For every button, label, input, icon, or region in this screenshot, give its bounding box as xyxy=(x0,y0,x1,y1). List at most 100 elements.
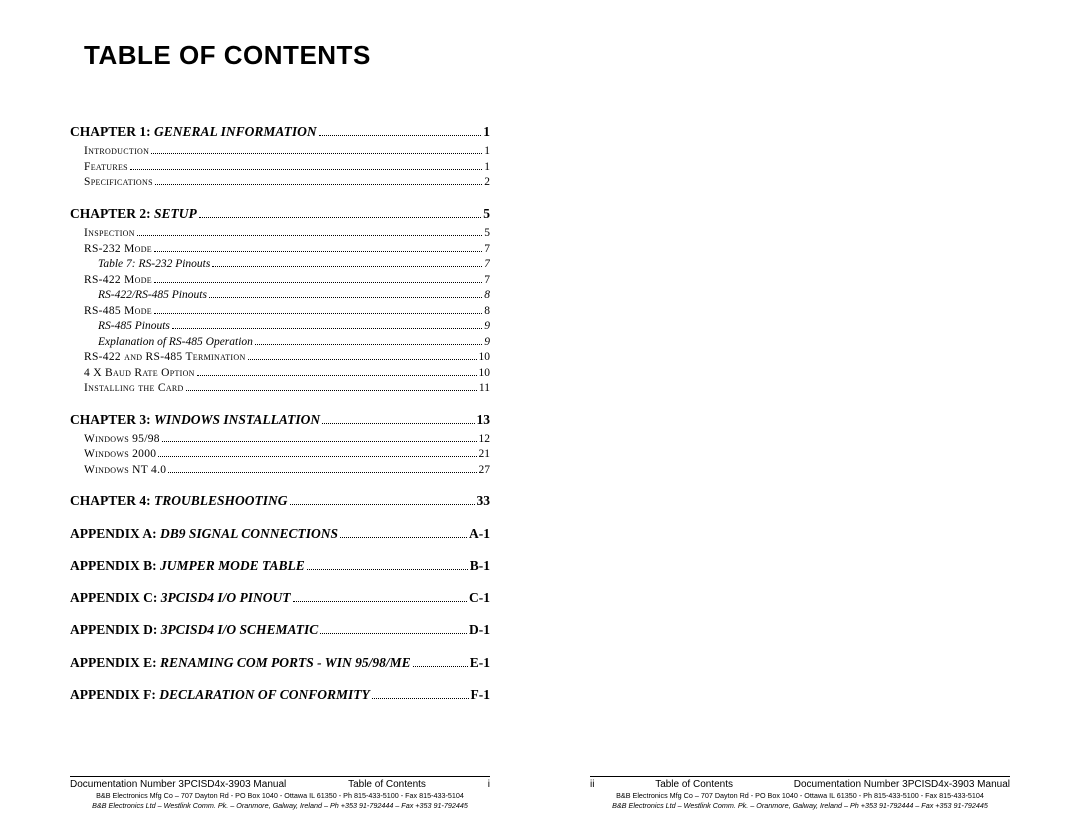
toc-entry: RS-422 and RS-485 Termination10 xyxy=(84,350,490,366)
footer-toc-label: Table of Contents xyxy=(655,779,733,790)
toc-chapter: CHAPTER 1: GENERAL INFORMATION1 xyxy=(70,123,490,141)
leader-dots xyxy=(158,456,476,457)
entry-label: Features xyxy=(84,160,128,176)
chapter-page: 1 xyxy=(483,123,490,141)
entry-page: 9 xyxy=(484,319,490,335)
chapter-page: E-1 xyxy=(470,654,490,672)
toc-entry: 4 X Baud Rate Option 10 xyxy=(84,366,490,382)
entry-page: 5 xyxy=(484,226,490,242)
toc-subentry: RS-422/RS-485 Pinouts 8 xyxy=(98,288,490,304)
table-of-contents: CHAPTER 1: GENERAL INFORMATION1Introduct… xyxy=(70,109,490,707)
chapter-page: B-1 xyxy=(470,557,490,575)
chapter-page: D-1 xyxy=(469,621,490,639)
leader-dots xyxy=(197,375,477,376)
chapter-prefix: APPENDIX C: 3PCISD4 I/O PINOUT xyxy=(70,589,291,607)
entry-label: Explanation of RS-485 Operation xyxy=(98,335,253,351)
entry-label: RS-422/RS-485 Pinouts xyxy=(98,288,207,304)
leader-dots xyxy=(162,441,477,442)
toc-chapter: CHAPTER 4: TROUBLESHOOTING33 xyxy=(70,492,490,510)
leader-dots xyxy=(372,698,469,699)
chapter-prefix: APPENDIX D: 3PCISD4 I/O SCHEMATIC xyxy=(70,621,318,639)
leader-dots xyxy=(212,266,482,267)
entry-page: 8 xyxy=(484,288,490,304)
entry-label: RS-485 Pinouts xyxy=(98,319,170,335)
leader-dots xyxy=(413,666,468,667)
leader-dots xyxy=(320,633,467,634)
toc-entry: Installing the Card 11 xyxy=(84,381,490,397)
leader-dots xyxy=(255,344,482,345)
footer-rule xyxy=(70,776,490,777)
toc-chapter: APPENDIX E: RENAMING COM PORTS - WIN 95/… xyxy=(70,654,490,672)
leader-dots xyxy=(172,328,482,329)
entry-page: 11 xyxy=(479,381,490,397)
chapter-prefix: APPENDIX F: DECLARATION OF CONFORMITY xyxy=(70,686,370,704)
chapter-title: TROUBLESHOOTING xyxy=(154,493,288,508)
toc-chapter: APPENDIX A: DB9 SIGNAL CONNECTIONSA-1 xyxy=(70,525,490,543)
toc-entry: Windows 2000 21 xyxy=(84,447,490,463)
leader-dots xyxy=(168,472,476,473)
leader-dots xyxy=(293,601,467,602)
entry-label: Windows 2000 xyxy=(84,447,156,463)
toc-subentry: Explanation of RS-485 Operation9 xyxy=(98,335,490,351)
page-left: TABLE OF CONTENTS CHAPTER 1: GENERAL INF… xyxy=(0,0,540,834)
chapter-page: 5 xyxy=(483,205,490,223)
entry-label: 4 X Baud Rate Option xyxy=(84,366,195,382)
footer-address-1: B&B Electronics Mfg Co – 707 Dayton Rd -… xyxy=(590,791,1010,800)
entry-label: RS-232 Mode xyxy=(84,242,152,258)
leader-dots xyxy=(199,217,481,218)
footer-left: Documentation Number 3PCISD4x-3903 Manua… xyxy=(0,776,540,810)
chapter-title: WINDOWS INSTALLATION xyxy=(154,412,320,427)
toc-entry: Inspection 5 xyxy=(84,226,490,242)
chapter-title: 3PCISD4 I/O SCHEMATIC xyxy=(161,622,319,637)
chapter-prefix: CHAPTER 4: TROUBLESHOOTING xyxy=(70,492,288,510)
entry-page: 7 xyxy=(484,257,490,273)
leader-dots xyxy=(137,235,482,236)
toc-entry: RS-232 Mode7 xyxy=(84,242,490,258)
footer-doc-number: Documentation Number 3PCISD4x-3903 Manua… xyxy=(794,779,1010,790)
chapter-page: C-1 xyxy=(469,589,490,607)
entry-label: Inspection xyxy=(84,226,135,242)
entry-page: 21 xyxy=(479,447,491,463)
toc-entry: RS-485 Mode8 xyxy=(84,304,490,320)
entry-page: 12 xyxy=(479,432,491,448)
footer-address-2: B&B Electronics Ltd – Westlink Comm. Pk.… xyxy=(70,801,490,810)
entry-page: 1 xyxy=(484,144,490,160)
entry-page: 27 xyxy=(479,463,491,479)
chapter-title: DB9 SIGNAL CONNECTIONS xyxy=(160,526,338,541)
footer-line-1: ii Table of Contents Documentation Numbe… xyxy=(590,779,1010,790)
page-right: ii Table of Contents Documentation Numbe… xyxy=(540,0,1080,834)
entry-label: RS-422 and RS-485 Termination xyxy=(84,350,246,366)
leader-dots xyxy=(322,423,474,424)
entry-label: Specifications xyxy=(84,175,153,191)
entry-label: Windows 95/98 xyxy=(84,432,160,448)
leader-dots xyxy=(248,359,477,360)
entry-page: 2 xyxy=(484,175,490,191)
footer-page-number: i xyxy=(488,779,490,790)
chapter-page: F-1 xyxy=(471,686,491,704)
chapter-title: RENAMING COM PORTS - WIN 95/98/ME xyxy=(160,655,411,670)
entry-label: RS-422 Mode xyxy=(84,273,152,289)
entry-label: Table 7: RS-232 Pinouts xyxy=(98,257,210,273)
entry-label: RS-485 Mode xyxy=(84,304,152,320)
leader-dots xyxy=(290,504,475,505)
chapter-prefix: CHAPTER 3: WINDOWS INSTALLATION xyxy=(70,411,320,429)
chapter-page: 13 xyxy=(477,411,491,429)
footer-address-1: B&B Electronics Mfg Co – 707 Dayton Rd -… xyxy=(70,791,490,800)
chapter-prefix: APPENDIX B: JUMPER MODE TABLE xyxy=(70,557,305,575)
leader-dots xyxy=(151,153,482,154)
chapter-title: JUMPER MODE TABLE xyxy=(160,558,305,573)
toc-chapter: APPENDIX D: 3PCISD4 I/O SCHEMATIC D-1 xyxy=(70,621,490,639)
toc-entry: Windows 95/98 12 xyxy=(84,432,490,448)
leader-dots xyxy=(319,135,482,136)
entry-page: 1 xyxy=(484,160,490,176)
leader-dots xyxy=(155,184,482,185)
entry-label: Installing the Card xyxy=(84,381,184,397)
toc-chapter: CHAPTER 3: WINDOWS INSTALLATION 13 xyxy=(70,411,490,429)
leader-dots xyxy=(340,537,467,538)
leader-dots xyxy=(130,169,482,170)
toc-subentry: Table 7: RS-232 Pinouts 7 xyxy=(98,257,490,273)
entry-page: 10 xyxy=(479,366,491,382)
footer-address-2: B&B Electronics Ltd – Westlink Comm. Pk.… xyxy=(590,801,1010,810)
toc-subentry: RS-485 Pinouts 9 xyxy=(98,319,490,335)
leader-dots xyxy=(186,390,477,391)
